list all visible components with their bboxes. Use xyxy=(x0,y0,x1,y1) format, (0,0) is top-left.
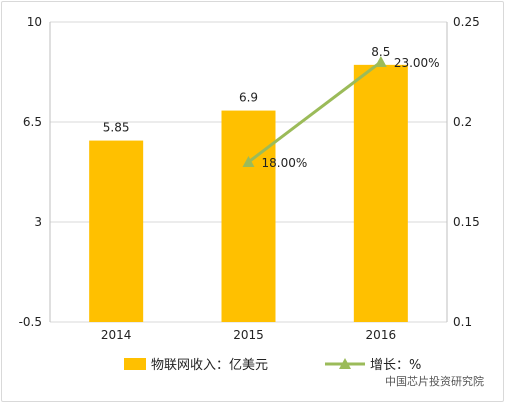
legend-swatch-revenue xyxy=(124,358,146,370)
x-axis-tick-label: 2015 xyxy=(233,328,264,342)
bar-2016 xyxy=(353,64,408,322)
growth-point-2015 xyxy=(242,156,255,167)
left-axis-tick-label: 10 xyxy=(27,15,42,29)
right-axis-tick-label: 0.2 xyxy=(453,115,472,129)
growth-point-2016 xyxy=(374,56,387,67)
right-axis-tick-label: 0.25 xyxy=(453,15,480,29)
right-axis-tick-label: 0.15 xyxy=(453,215,480,229)
growth-data-label: 23.00% xyxy=(394,56,440,70)
legend-label-growth: 增长：% xyxy=(370,358,421,373)
bar-2014 xyxy=(89,140,144,322)
x-axis-tick-label: 2014 xyxy=(101,328,132,342)
bar-data-label: 5.85 xyxy=(103,121,130,135)
left-axis-tick-label: 3 xyxy=(34,215,42,229)
x-axis-tick-label: 2016 xyxy=(366,328,397,342)
growth-line xyxy=(247,60,382,164)
legend-swatch-growth-marker xyxy=(339,358,351,369)
legend-label-revenue: 物联网收入：亿美元 xyxy=(151,358,268,373)
bar-data-label: 8.5 xyxy=(371,45,390,59)
growth-data-label: 18.00% xyxy=(262,156,308,170)
left-axis-tick-label: 6.5 xyxy=(23,115,42,129)
left-axis-tick-label: -0.5 xyxy=(19,315,42,329)
right-axis-tick-label: 0.1 xyxy=(453,315,472,329)
bar-data-label: 6.9 xyxy=(239,91,258,105)
watermark: 中国芯片投资研究院 xyxy=(385,374,484,388)
bar-2015 xyxy=(221,110,276,322)
